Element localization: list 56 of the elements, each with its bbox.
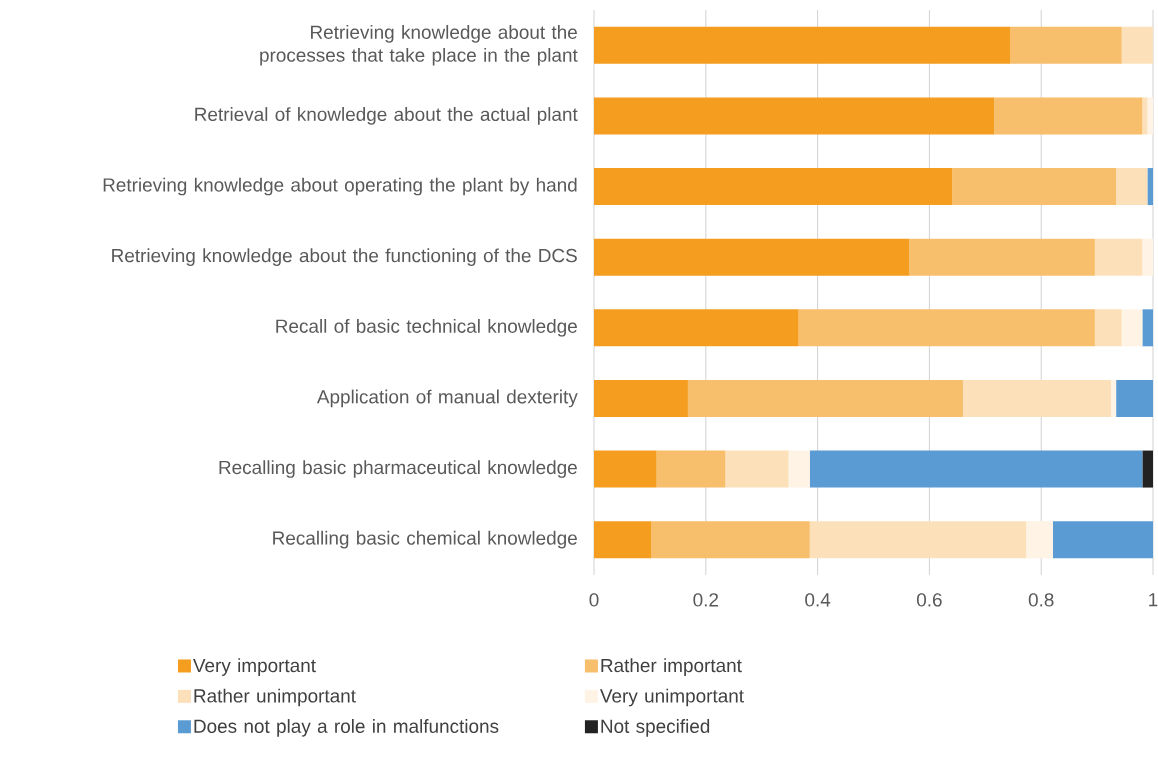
bar [1142,309,1154,347]
bar [594,238,910,276]
bar [687,379,963,417]
x-tick-label: 0.4 [805,593,831,607]
bar [1010,26,1122,64]
bar [651,521,810,559]
bar [1121,309,1143,347]
bar [1142,450,1154,488]
bar [1121,26,1154,64]
bar [594,309,799,347]
bar [1116,168,1148,206]
y-tick-label: Recall of basic technical knowledge [276,318,577,337]
legend-label: Very important [193,658,316,676]
x-tick-label: 0.6 [916,593,942,607]
bar [1147,97,1154,135]
bar [1142,97,1148,135]
y-tick-label: Retrieving knowledge about the processes that take place in the plant [260,25,578,66]
bar [994,97,1143,135]
bar [1052,521,1154,559]
bar [594,521,652,559]
y-tick-label: Application of manual dexterity [316,389,578,408]
legend-label: Rather important [601,658,742,676]
bar [594,168,953,206]
x-tick-label: 0 [589,593,599,607]
bar [1147,168,1154,206]
bar [594,450,657,488]
y-tick-label: Retrieving knowledge about operating the plant by hand [103,177,577,196]
bar [788,450,810,488]
bar [1142,238,1154,276]
bar [909,238,1095,276]
y-tick-label: Recalling basic chemical knowledge [273,530,577,549]
y-tick-label: Recalling basic pharmaceutical knowledge [219,460,577,478]
bar [1094,309,1122,347]
y-tick-label: Retrieval of knowledge about the actual plant [195,107,578,125]
legend-label: Rather unimportant [194,688,356,707]
legend-label: Not specified [601,719,710,737]
x-tick-label: 0.2 [693,593,719,607]
bar [594,26,1011,64]
x-tick-label: 0.8 [1028,593,1054,607]
bar [952,168,1117,206]
bar [798,309,1095,347]
bar [594,379,688,417]
bar [962,379,1112,417]
bar [1026,521,1053,559]
bar [1111,379,1117,417]
bar [594,97,995,135]
x-tick-label: 1 [1149,593,1158,607]
bar [809,521,1027,559]
bar [809,450,1143,488]
bar [1094,238,1143,276]
bar [1116,379,1154,417]
legend-label: Very unimportant [599,688,744,707]
y-tick-label: Retrieving knowledge about the functioning of the DCS [112,248,577,266]
legend-label: Does not play a role in malfunctions [194,719,499,737]
bar [725,450,789,488]
bar [656,450,726,488]
